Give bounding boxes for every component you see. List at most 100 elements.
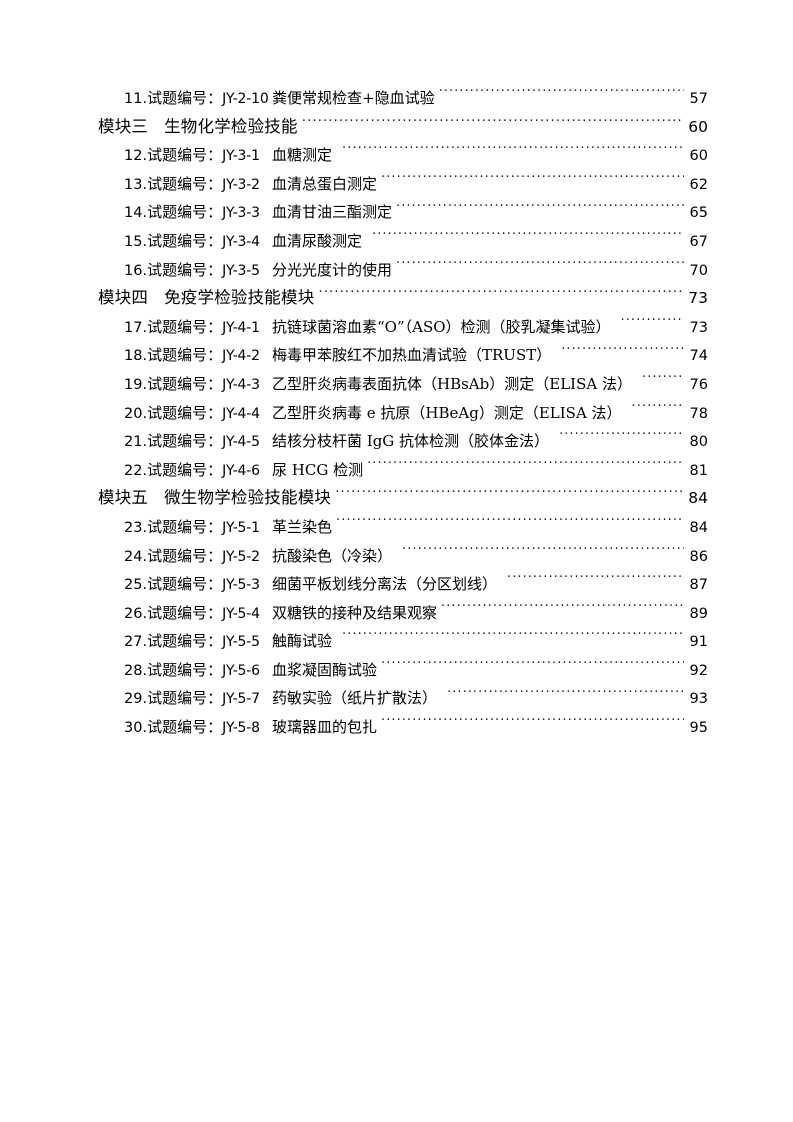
dot-leader <box>372 231 684 246</box>
toc-page-number: 84 <box>689 519 708 536</box>
toc-item-number: 16. <box>124 262 148 279</box>
toc-item-label: 试题编号： <box>147 374 223 393</box>
dot-leader <box>336 517 684 532</box>
toc-row-head: 26. 试题编号： JY-5-4 <box>124 599 272 628</box>
toc-item-code: JY-3-5 <box>222 262 260 279</box>
toc-item-code: JY-5-5 <box>222 634 260 651</box>
toc-item-row[interactable]: 20. 试题编号： JY-4-4 乙型肝炎病毒 e 抗原（HBeAg）测定（ELISA… <box>88 399 708 428</box>
toc-item-code: JY-5-4 <box>222 605 260 622</box>
toc-item-code: JY-4-5 <box>222 434 260 451</box>
toc-item-row[interactable]: 22.试题编号：JY-4-6尿 HCG 检测81 <box>88 456 708 485</box>
toc-entry-title: 结核分枝杆菌 IgG 抗体检测（胶体金法） <box>272 432 550 451</box>
toc-item-number: 26. <box>124 605 148 622</box>
toc-item-label: 试题编号： <box>147 660 223 679</box>
toc-item-code: JY-3-3 <box>222 205 260 222</box>
toc-page-number: 60 <box>689 148 708 165</box>
dot-leader <box>396 203 684 218</box>
toc-row-head: 模块四 <box>98 284 148 313</box>
toc-item-number: 17. <box>124 319 148 336</box>
toc-page-number: 80 <box>689 434 708 451</box>
toc-item-row[interactable]: 28.试题编号：JY-5-6血浆凝固酶试验92 <box>88 656 708 685</box>
toc-item-row[interactable]: 14.试题编号：JY-3-3血清甘油三酯测定65 <box>88 198 708 227</box>
toc-row-head: 29. 试题编号： JY-5-7 <box>124 684 272 713</box>
dot-leader <box>402 546 684 561</box>
toc-item-label: 试题编号： <box>147 689 223 708</box>
toc-row-head: 12. 试题编号： JY-3-1 <box>124 141 272 170</box>
toc-item-number: 30. <box>124 720 148 737</box>
table-of-contents: 11.试题编号：JY-2-10粪便常规检查+隐血试验57模块三生物化学检验技能6… <box>88 84 708 742</box>
toc-item-row[interactable]: 23.试题编号：JY-5-1革兰染色84 <box>88 513 708 542</box>
toc-row-head: 23. 试题编号： JY-5-1 <box>124 513 272 542</box>
toc-page-number: 89 <box>689 605 708 622</box>
toc-item-row[interactable]: 13.试题编号：JY-3-2血清总蛋白测定62 <box>88 170 708 199</box>
toc-item-label: 试题编号： <box>147 346 223 365</box>
toc-item-number: 24. <box>124 548 148 565</box>
toc-item-row[interactable]: 15.试题编号：JY-3-4血清尿酸测定67 <box>88 227 708 256</box>
toc-item-code: JY-4-4 <box>222 405 260 422</box>
toc-item-label: 试题编号： <box>147 546 223 565</box>
dot-leader <box>342 146 684 161</box>
toc-item-row[interactable]: 27.试题编号：JY-5-5触酶试验91 <box>88 627 708 656</box>
toc-item-label: 试题编号： <box>147 203 223 222</box>
toc-item-code: JY-3-1 <box>222 148 260 165</box>
toc-item-row[interactable]: 19. 试题编号： JY-4-3 乙型肝炎病毒表面抗体（HBsAb）测定（ELISA … <box>88 370 708 399</box>
dot-leader <box>318 287 684 304</box>
toc-item-row[interactable]: 30.试题编号：JY-5-8玻璃器皿的包扎95 <box>88 713 708 742</box>
toc-row-head: 16. 试题编号： JY-3-5 <box>124 256 272 285</box>
toc-item-code: JY-5-6 <box>222 662 260 679</box>
dot-leader <box>381 718 684 733</box>
dot-leader <box>381 174 684 189</box>
toc-item-row[interactable]: 17.试题编号：JY-4-1抗链球菌溶血素“O”（ASO）检测（胶乳凝集试验）7… <box>88 313 708 342</box>
toc-entry-title: 药敏实验（纸片扩散法） <box>272 689 438 708</box>
toc-page-number: 62 <box>689 176 708 193</box>
toc-page-number: 60 <box>688 117 708 136</box>
toc-row-head: 19. 试题编号： JY-4-3 <box>124 370 272 399</box>
toc-page-number: 73 <box>689 319 708 336</box>
dot-leader <box>396 260 684 275</box>
toc-row-head: 18. 试题编号： JY-4-2 <box>124 341 272 370</box>
toc-item-row[interactable]: 16.试题编号：JY-3-5分光光度计的使用70 <box>88 256 708 285</box>
toc-page-number: 86 <box>689 548 708 565</box>
toc-item-number: 20. <box>124 405 148 422</box>
toc-item-label: 试题编号： <box>147 317 223 336</box>
toc-row-head: 20. 试题编号： JY-4-4 <box>124 399 272 428</box>
toc-entry-title: 触酶试验 <box>272 632 333 651</box>
toc-item-code: JY-5-8 <box>222 720 260 737</box>
dot-leader <box>302 115 684 132</box>
toc-row-head: 25. 试题编号： JY-5-3 <box>124 570 272 599</box>
toc-page-number: 95 <box>689 720 708 737</box>
toc-page-number: 74 <box>689 348 708 365</box>
toc-item-label: 试题编号： <box>147 432 223 451</box>
dot-leader <box>439 89 684 104</box>
toc-item-row[interactable]: 26.试题编号：JY-5-4双糖铁的接种及结果观察89 <box>88 599 708 628</box>
toc-item-number: 19. <box>124 376 148 393</box>
toc-item-row[interactable]: 12.试题编号：JY-3-1血糖测定60 <box>88 141 708 170</box>
toc-page-number: 93 <box>689 691 708 708</box>
toc-item-number: 14. <box>124 205 148 222</box>
toc-module-label: 模块五 <box>98 488 149 508</box>
toc-item-label: 试题编号： <box>147 89 223 107</box>
toc-entry-title: 梅毒甲苯胺红不加热血清试验（TRUST） <box>272 346 552 365</box>
toc-page-number: 91 <box>689 634 708 651</box>
toc-item-code: JY-5-1 <box>222 519 260 536</box>
toc-item-label: 试题编号： <box>147 603 223 622</box>
toc-item-label: 试题编号： <box>147 174 223 193</box>
dot-leader <box>441 603 684 618</box>
toc-item-number: 28. <box>124 662 148 679</box>
toc-item-code: JY-4-6 <box>222 462 260 479</box>
dot-leader <box>621 317 684 332</box>
toc-item-label: 试题编号： <box>147 718 223 737</box>
dot-leader <box>381 660 684 675</box>
toc-item-code: JY-4-2 <box>222 348 260 365</box>
toc-page-number: 78 <box>689 405 708 422</box>
